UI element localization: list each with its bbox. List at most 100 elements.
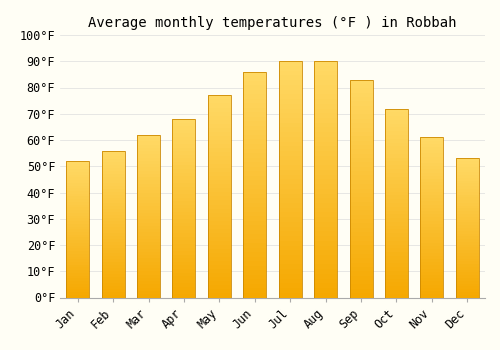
Bar <box>385 116 408 120</box>
Bar <box>350 293 372 298</box>
Bar <box>420 137 444 141</box>
Bar <box>350 84 372 88</box>
Bar <box>102 189 124 192</box>
Bar <box>456 239 479 242</box>
Bar <box>278 94 301 99</box>
Bar <box>66 259 89 262</box>
Bar <box>456 172 479 175</box>
Bar <box>137 223 160 226</box>
Bar <box>350 167 372 171</box>
Bar <box>208 253 231 257</box>
Bar <box>66 216 89 218</box>
Bar <box>244 180 266 185</box>
Bar <box>244 185 266 189</box>
Bar <box>278 212 301 217</box>
Bar <box>456 167 479 169</box>
Bar <box>208 188 231 193</box>
Bar <box>278 85 301 90</box>
Bar <box>314 212 337 217</box>
Bar <box>102 247 124 251</box>
Bar <box>456 158 479 161</box>
Bar <box>172 233 196 237</box>
Bar <box>66 205 89 208</box>
Bar <box>350 175 372 180</box>
Bar <box>102 159 124 162</box>
Bar <box>208 277 231 281</box>
Bar <box>350 254 372 258</box>
Bar <box>420 291 444 294</box>
Bar <box>102 227 124 230</box>
Bar <box>350 232 372 237</box>
Bar <box>420 217 444 220</box>
Bar <box>66 175 89 177</box>
Bar <box>350 132 372 136</box>
Bar <box>385 127 408 131</box>
Bar <box>314 132 337 137</box>
Bar <box>137 291 160 294</box>
Bar <box>420 137 444 298</box>
Bar <box>137 294 160 297</box>
Bar <box>314 104 337 108</box>
Bar <box>172 255 196 258</box>
Bar <box>385 135 408 139</box>
Bar <box>66 284 89 287</box>
Bar <box>350 215 372 219</box>
Bar <box>385 245 408 248</box>
Bar <box>278 288 301 293</box>
Bar <box>244 234 266 239</box>
Bar <box>350 184 372 189</box>
Bar <box>278 71 301 76</box>
Bar <box>278 279 301 284</box>
Bar <box>314 260 337 265</box>
Bar <box>208 107 231 112</box>
Bar <box>350 223 372 228</box>
Bar <box>172 151 196 155</box>
Bar <box>137 258 160 262</box>
Bar <box>456 209 479 211</box>
Bar <box>420 227 444 230</box>
Bar <box>208 241 231 245</box>
Bar <box>244 171 266 176</box>
Bar <box>244 225 266 230</box>
Bar <box>102 265 124 268</box>
Bar <box>208 293 231 298</box>
Bar <box>456 267 479 270</box>
Bar <box>102 259 124 262</box>
Bar <box>350 162 372 167</box>
Bar <box>385 233 408 237</box>
Bar <box>314 236 337 241</box>
Bar <box>137 206 160 210</box>
Bar <box>456 225 479 228</box>
Bar <box>244 212 266 216</box>
Bar <box>102 168 124 171</box>
Bar <box>456 217 479 219</box>
Bar <box>314 113 337 118</box>
Bar <box>420 156 444 160</box>
Bar <box>208 257 231 261</box>
Bar <box>102 233 124 236</box>
Bar <box>350 97 372 101</box>
Bar <box>172 180 196 183</box>
Bar <box>314 118 337 123</box>
Bar <box>278 184 301 189</box>
Bar <box>172 155 196 158</box>
Bar <box>172 251 196 255</box>
Bar <box>456 192 479 195</box>
Bar <box>456 256 479 259</box>
Bar <box>350 149 372 154</box>
Bar <box>278 127 301 132</box>
Bar <box>314 165 337 170</box>
Bar <box>420 141 444 144</box>
Bar <box>314 184 337 189</box>
Bar <box>244 72 266 76</box>
Bar <box>350 93 372 97</box>
Bar <box>244 230 266 234</box>
Bar <box>385 218 408 222</box>
Bar <box>244 176 266 180</box>
Bar <box>208 160 231 164</box>
Bar <box>385 195 408 199</box>
Bar <box>137 180 160 183</box>
Bar <box>102 286 124 289</box>
Bar <box>314 255 337 260</box>
Bar <box>208 184 231 188</box>
